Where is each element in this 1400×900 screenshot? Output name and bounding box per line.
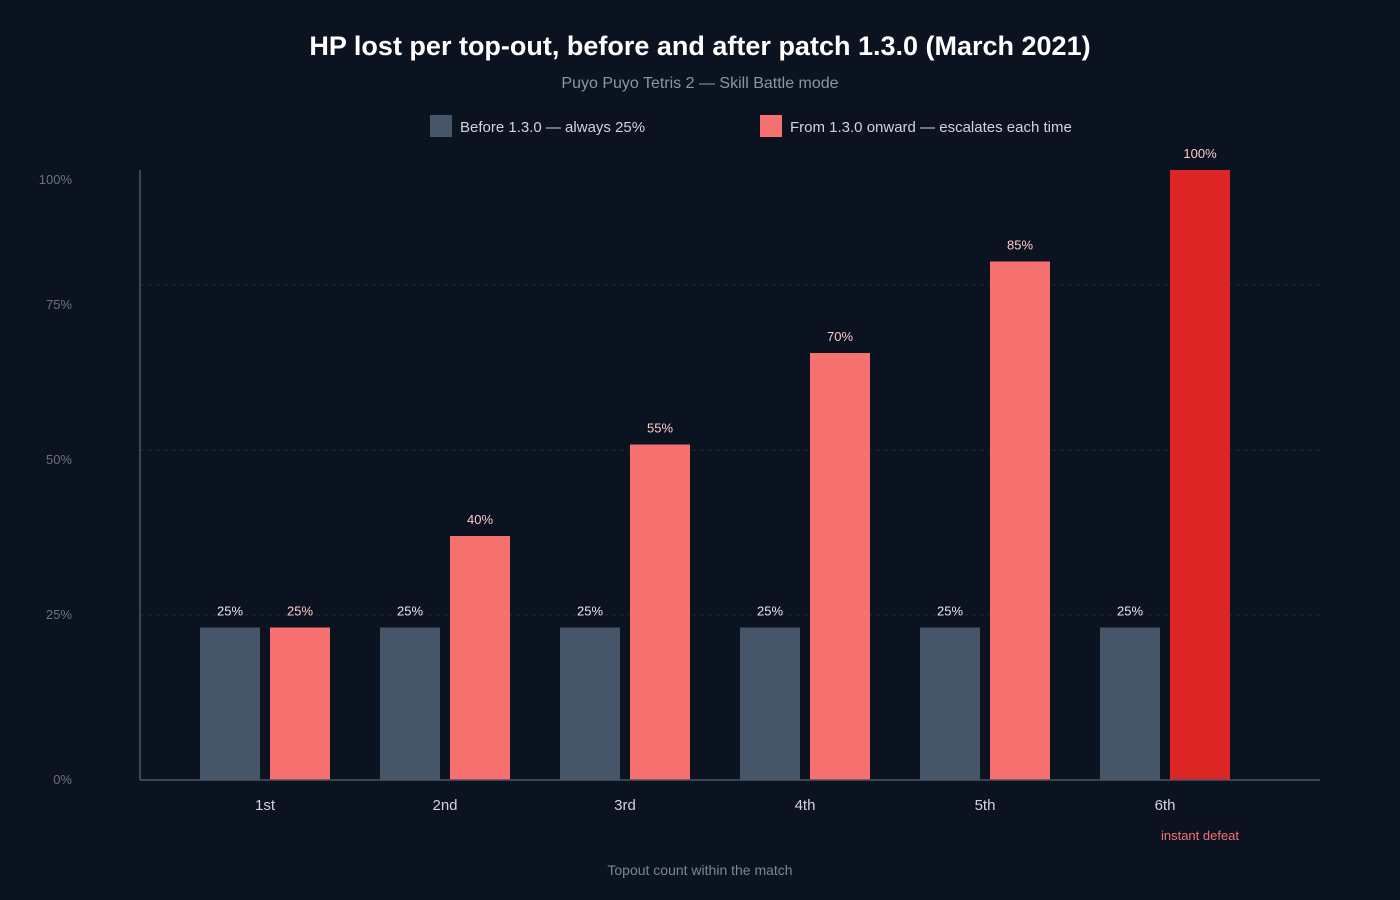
y-tick-label: 0% <box>53 772 72 787</box>
legend-swatch-before <box>430 115 452 137</box>
legend: Before 1.3.0 — always 25% From 1.3.0 onw… <box>430 115 1072 137</box>
legend-swatch-after <box>760 115 782 137</box>
annotation-label: instant defeat <box>1161 828 1239 843</box>
bar-value-label-before: 25% <box>217 604 243 619</box>
x-tick-label: 6th <box>1155 797 1176 814</box>
y-tick-label: 50% <box>46 452 72 467</box>
grid-lines <box>140 284 1320 616</box>
bar-value-label-before: 25% <box>397 604 423 619</box>
x-tick-label: 2nd <box>432 797 457 814</box>
bars <box>200 170 1230 780</box>
y-axis-ticks: 0% 25% 50% 75% 100% <box>39 172 73 787</box>
bar-after <box>270 627 330 780</box>
bar-before <box>380 627 440 780</box>
x-axis-ticks: 1st 2nd 3rd 4th 5th 6th <box>255 797 1175 814</box>
bar-value-label-before: 25% <box>1117 604 1143 619</box>
legend-label-before: Before 1.3.0 — always 25% <box>460 119 645 136</box>
value-labels: 25% 25% 25% 40% 25% 55% 25% 70% 25% 85% 25% 100% <box>217 146 1217 619</box>
y-tick-label: 100% <box>39 172 73 187</box>
bar-value-label-after: 85% <box>1007 238 1033 253</box>
bar-value-label-after: 40% <box>467 512 493 527</box>
bar-after <box>990 261 1050 780</box>
bar-value-label-after: 70% <box>827 329 853 344</box>
bar-after <box>630 444 690 780</box>
bar-before <box>920 627 980 780</box>
bar-value-label-after: 100% <box>1183 146 1217 161</box>
bar-after <box>1170 170 1230 780</box>
y-tick-label: 25% <box>46 607 72 622</box>
y-tick-label: 75% <box>46 297 72 312</box>
bar-before <box>740 627 800 780</box>
bar-value-label-before: 25% <box>577 604 603 619</box>
bar-value-label-before: 25% <box>757 604 783 619</box>
bar-value-label-after: 25% <box>287 604 313 619</box>
legend-label-after: From 1.3.0 onward — escalates each time <box>790 119 1072 136</box>
bar-before <box>1100 627 1160 780</box>
bar-value-label-before: 25% <box>937 604 963 619</box>
bar-before <box>200 627 260 780</box>
bar-before <box>560 627 620 780</box>
bar-after <box>450 536 510 780</box>
annotations: instant defeat <box>1161 828 1239 843</box>
chart-subtitle: Puyo Puyo Tetris 2 — Skill Battle mode <box>561 75 838 92</box>
x-axis-label: Topout count within the match <box>607 862 792 878</box>
x-tick-label: 1st <box>255 797 276 814</box>
x-tick-label: 3rd <box>614 797 636 814</box>
bar-after <box>810 353 870 780</box>
x-tick-label: 5th <box>975 797 996 814</box>
bar-value-label-after: 55% <box>647 421 673 436</box>
chart-title: HP lost per top-out, before and after pa… <box>309 31 1090 61</box>
x-tick-label: 4th <box>795 797 816 814</box>
